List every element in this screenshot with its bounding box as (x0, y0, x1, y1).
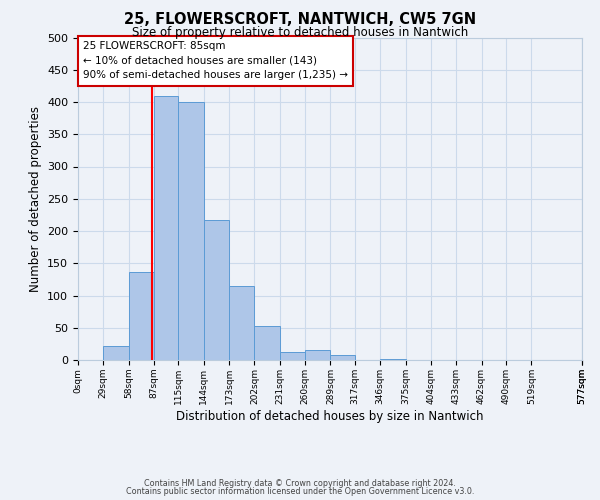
Bar (103, 346, 128, 360)
Bar (154, 96, 178, 360)
Bar (280, 352, 305, 360)
Bar (178, 102, 204, 360)
Bar (380, 358, 406, 360)
Bar (331, 356, 355, 360)
Text: Contains HM Land Registry data © Crown copyright and database right 2024.: Contains HM Land Registry data © Crown c… (144, 478, 456, 488)
Text: 25, FLOWERSCROFT, NANTWICH, CW5 7GN: 25, FLOWERSCROFT, NANTWICH, CW5 7GN (124, 12, 476, 28)
Y-axis label: Number of detached properties: Number of detached properties (29, 106, 41, 292)
Text: Size of property relative to detached houses in Nantwich: Size of property relative to detached ho… (132, 26, 468, 39)
Bar (305, 350, 331, 360)
Text: 25 FLOWERSCROFT: 85sqm
← 10% of detached houses are smaller (143)
90% of semi-de: 25 FLOWERSCROFT: 85sqm ← 10% of detached… (83, 40, 348, 80)
Text: Contains public sector information licensed under the Open Government Licence v3: Contains public sector information licen… (126, 487, 474, 496)
Bar (128, 272, 154, 360)
Bar (204, 220, 229, 360)
Bar (229, 286, 254, 360)
Bar (254, 326, 280, 360)
X-axis label: Distribution of detached houses by size in Nantwich: Distribution of detached houses by size … (176, 410, 484, 422)
